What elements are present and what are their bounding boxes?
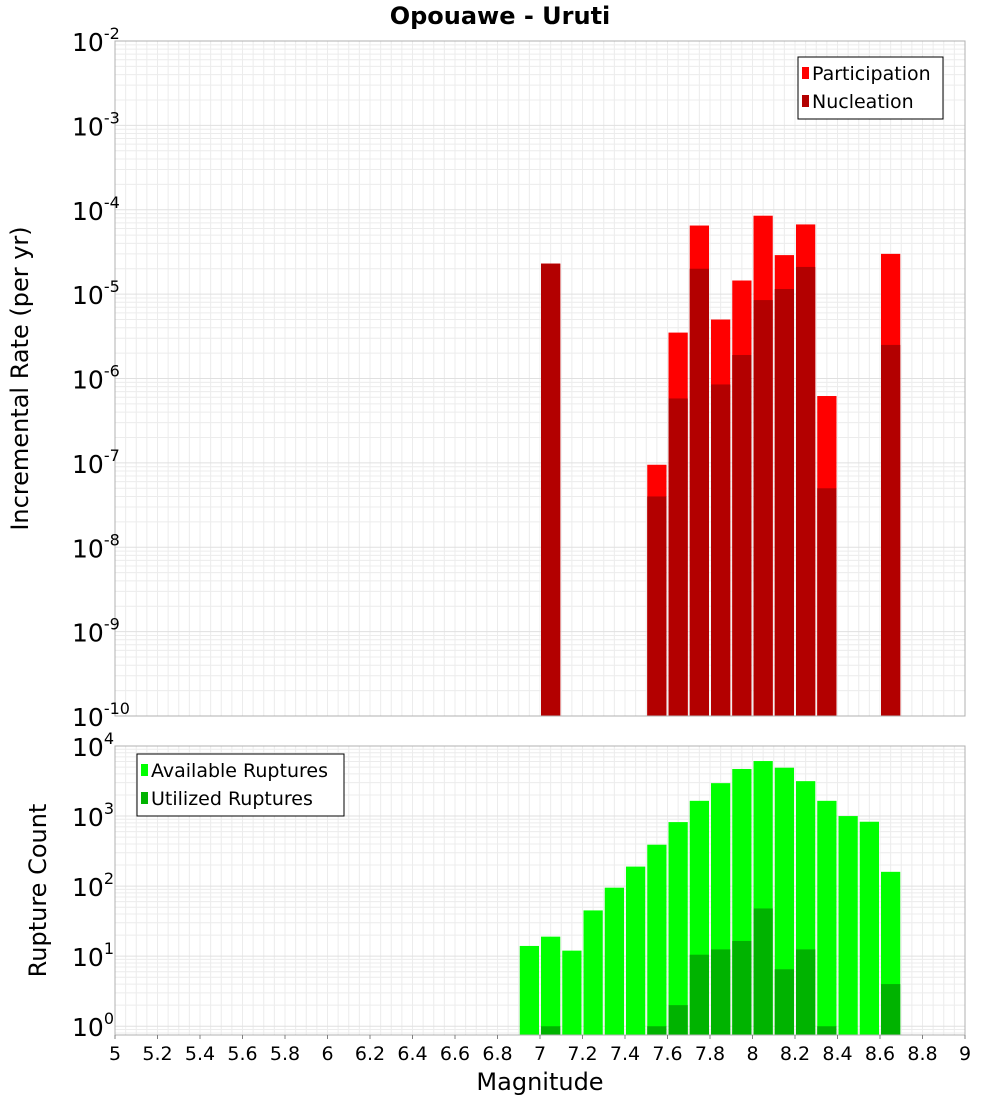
bar-available-ruptures [604, 887, 624, 1035]
x-tick-label: 6 [321, 1043, 333, 1065]
x-tick-label: 5.4 [185, 1043, 215, 1065]
bar-nucleation [753, 300, 773, 716]
y-tick-label: 102 [72, 869, 114, 902]
bar-utilized-ruptures [732, 940, 752, 1035]
bar-utilized-ruptures [753, 908, 773, 1035]
x-tick-label: 8.2 [780, 1043, 810, 1065]
bar-nucleation [711, 384, 731, 716]
bar-utilized-ruptures [796, 949, 816, 1035]
chart-title: Opouawe - Uruti [390, 2, 611, 30]
legend-swatch [141, 764, 148, 776]
x-tick-label: 5.2 [142, 1043, 172, 1065]
y-tick-label: 10-7 [72, 446, 120, 479]
y-tick-label: 10-2 [72, 24, 120, 57]
y-tick-label: 10-5 [72, 277, 120, 310]
y-tick-label: 100 [72, 1009, 114, 1042]
bar-available-ruptures [817, 800, 837, 1035]
y-tick-label: 10-6 [72, 362, 120, 395]
x-tick-label: 6.6 [440, 1043, 470, 1065]
legend-box [797, 56, 944, 120]
bar-nucleation [732, 354, 752, 716]
bar-nucleation [689, 268, 709, 716]
x-tick-label: 7 [534, 1043, 546, 1065]
bar-utilized-ruptures [881, 984, 901, 1035]
bar-utilized-ruptures [668, 1005, 688, 1035]
y-axis-label: Incremental Rate (per yr) [6, 226, 34, 530]
y-tick-label: 10-4 [72, 193, 120, 226]
legend-swatch [802, 95, 809, 107]
x-tick-label: 7.8 [695, 1043, 725, 1065]
bar-available-ruptures [583, 910, 603, 1035]
bar-available-ruptures [668, 822, 688, 1035]
plot-0: 10-10 10-9 10-8 10-7 10-6 10-5 10-4 10-3 10-2 Inc… [6, 2, 966, 732]
bar-available-ruptures [838, 816, 858, 1035]
bar-utilized-ruptures [711, 949, 731, 1035]
bar-nucleation [774, 289, 794, 716]
bar-utilized-ruptures [774, 969, 794, 1035]
bar-nucleation [881, 344, 901, 716]
bar-available-ruptures [626, 866, 646, 1035]
bar-utilized-ruptures [541, 1026, 561, 1035]
x-tick-label: 6.8 [482, 1043, 512, 1065]
x-tick-label: 8.6 [865, 1043, 895, 1065]
legend-swatch [802, 67, 809, 79]
x-tick-label: 6.2 [355, 1043, 385, 1065]
bar-available-ruptures [541, 936, 561, 1035]
y-tick-label: 10-9 [72, 615, 120, 648]
bar-nucleation [647, 496, 667, 716]
bar-nucleation [796, 266, 816, 716]
y-tick-label: 103 [72, 799, 114, 832]
y-tick-label: 10-3 [72, 108, 120, 141]
bar-utilized-ruptures [647, 1026, 667, 1035]
x-tick-label: 5.6 [227, 1043, 257, 1065]
bar-utilized-ruptures [817, 1026, 837, 1035]
y-tick-label: 10-10 [72, 699, 130, 732]
x-tick-label: 7.2 [567, 1043, 597, 1065]
plot-border [114, 40, 966, 717]
bar-available-ruptures [774, 767, 794, 1035]
x-tick-label: 9 [959, 1043, 971, 1065]
legend-entry: Nucleation [812, 91, 914, 113]
x-tick-label: 5 [109, 1043, 121, 1065]
legend: Participation Nucleation [797, 56, 944, 120]
y-tick-label: 101 [72, 939, 114, 972]
y-tick-label: 10-8 [72, 530, 120, 563]
bar-available-ruptures [859, 821, 879, 1035]
bar-nucleation [817, 488, 837, 716]
x-axis-label: Magnitude [476, 1068, 603, 1096]
x-tick-label: 5.8 [270, 1043, 300, 1065]
x-tick-label: 6.4 [397, 1043, 427, 1065]
plot-1: 100 101 102 103 104 Rupture Count Available Ru… [24, 729, 971, 1096]
bar-nucleation [668, 398, 688, 716]
x-tick-label: 7.4 [610, 1043, 640, 1065]
x-tick-label: 8.8 [907, 1043, 937, 1065]
legend-swatch [141, 792, 148, 804]
legend-box [136, 753, 345, 817]
legend: Available Ruptures Utilized Ruptures [136, 753, 345, 817]
y-tick-label: 104 [72, 729, 114, 762]
legend-entry: Available Ruptures [151, 760, 328, 782]
y-axis-label: Rupture Count [24, 804, 52, 978]
bar-available-ruptures [562, 950, 582, 1035]
x-tick-label: 8 [746, 1043, 758, 1065]
bar-nucleation [541, 263, 561, 716]
legend-entry: Utilized Ruptures [151, 788, 313, 810]
x-tick-label: 7.6 [652, 1043, 682, 1065]
bar-available-ruptures [519, 945, 539, 1035]
legend-entry: Participation [812, 63, 931, 85]
bar-available-ruptures [647, 844, 667, 1035]
bar-utilized-ruptures [689, 954, 709, 1035]
x-tick-label: 8.4 [822, 1043, 852, 1065]
